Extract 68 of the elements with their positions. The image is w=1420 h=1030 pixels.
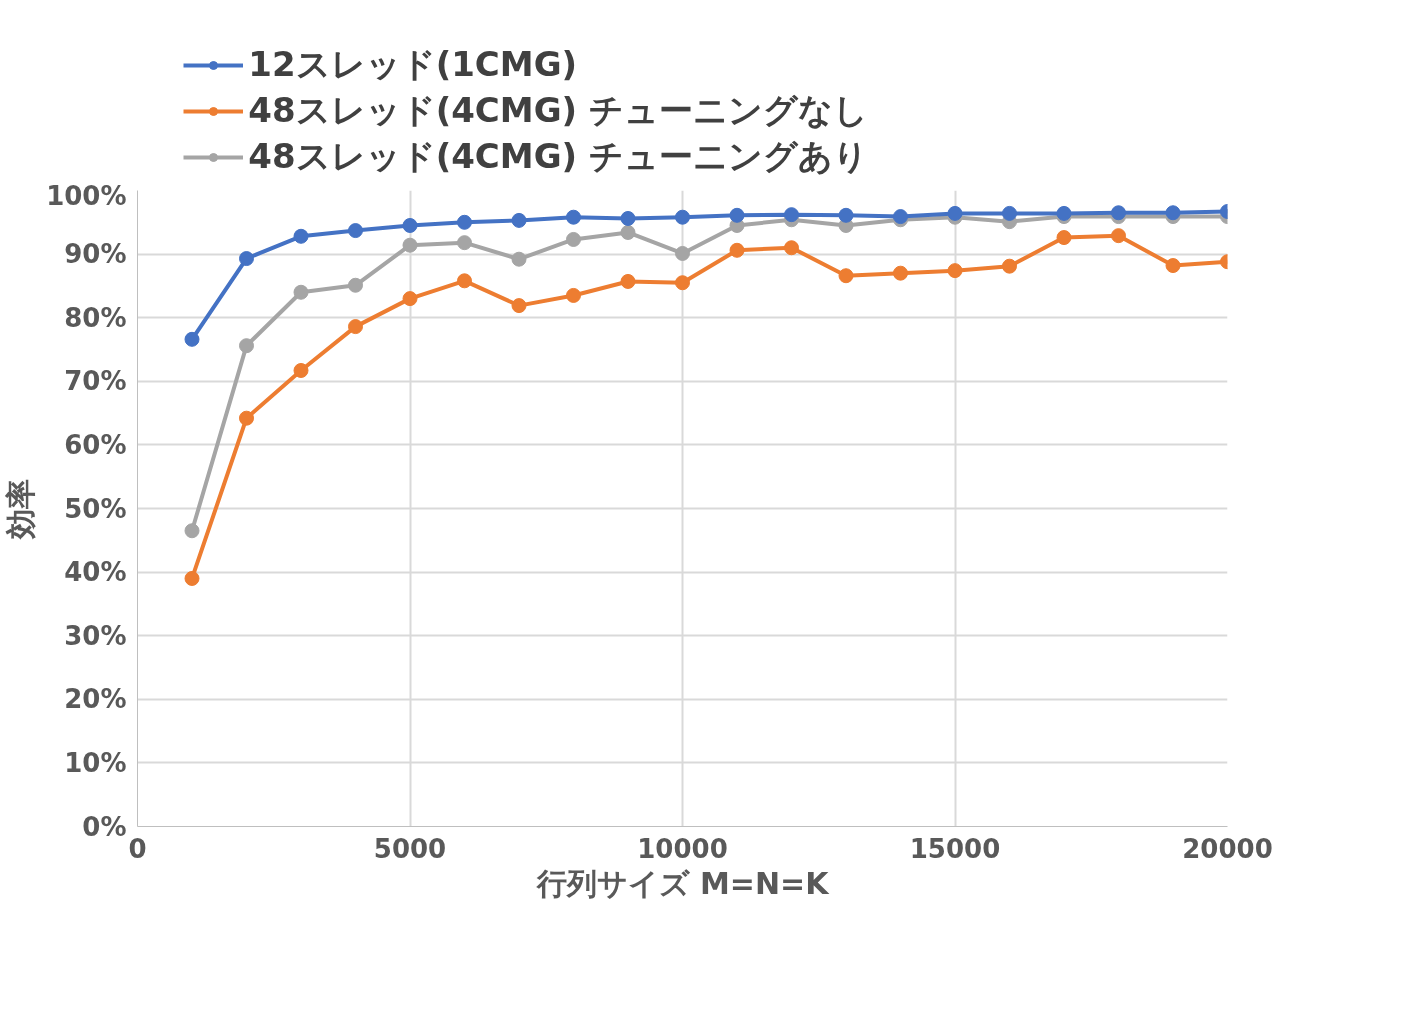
- point: [729, 242, 745, 258]
- point: [729, 207, 745, 223]
- point: [1111, 205, 1126, 221]
- point: [784, 207, 799, 223]
- point: [1002, 258, 1017, 274]
- point: [511, 251, 527, 267]
- point: [675, 209, 690, 225]
- point: [511, 298, 527, 314]
- point: [566, 231, 581, 247]
- point: [893, 265, 908, 281]
- y-tick-label: 90%: [64, 239, 127, 270]
- point: [1056, 230, 1072, 246]
- y-tick-label: 10%: [64, 747, 127, 778]
- point: [566, 287, 581, 303]
- point: [402, 217, 418, 233]
- x-tick-label: 5000: [373, 833, 447, 864]
- point: [947, 205, 963, 221]
- point: [239, 251, 254, 267]
- legend-label: 12スレッド(1CMG): [248, 43, 578, 86]
- point: [184, 331, 200, 347]
- point: [348, 319, 363, 335]
- y-tick-label: 20%: [64, 684, 127, 715]
- point: [457, 214, 472, 230]
- point: [457, 273, 472, 289]
- point: [348, 223, 363, 239]
- legend-label: 48スレッド(4CMG) チューニングあり: [248, 135, 868, 178]
- point: [1056, 205, 1072, 221]
- point: [239, 338, 254, 354]
- y-tick-label: 70%: [64, 366, 127, 397]
- point: [1165, 258, 1181, 274]
- point: [184, 523, 200, 539]
- point: [620, 224, 636, 240]
- y-tick-label: 50%: [64, 493, 127, 524]
- x-axis-title: 行列サイズ M=N=K: [535, 865, 831, 901]
- point: [784, 240, 799, 256]
- point: [293, 363, 309, 378]
- y-tick-label: 60%: [64, 429, 127, 460]
- point: [184, 570, 200, 586]
- y-tick-label: 40%: [64, 557, 127, 588]
- y-tick-label: 0%: [82, 811, 127, 842]
- point: [402, 291, 418, 307]
- y-tick-label: 30%: [64, 620, 127, 651]
- legend-label: 48スレッド(4CMG) チューニングなし: [248, 89, 868, 132]
- point: [402, 237, 418, 253]
- point: [1165, 205, 1181, 221]
- point: [620, 211, 636, 226]
- point: [1111, 228, 1126, 244]
- point: [566, 209, 581, 225]
- point: [675, 245, 690, 261]
- point: [838, 268, 854, 284]
- point: [620, 273, 636, 289]
- y-axis-title: 効率: [3, 478, 39, 540]
- point: [838, 207, 854, 223]
- x-tick-label: 15000: [909, 833, 1001, 864]
- x-tick-label: 10000: [637, 833, 728, 864]
- point: [675, 275, 690, 291]
- point: [293, 284, 309, 300]
- point: [1002, 205, 1017, 221]
- point: [293, 228, 309, 244]
- point: [511, 212, 527, 228]
- point: [348, 277, 363, 293]
- point: [457, 235, 472, 251]
- point: [239, 410, 254, 426]
- point: [947, 263, 963, 279]
- x-tick-label: 20000: [1182, 833, 1273, 864]
- y-tick-label: 80%: [64, 302, 127, 333]
- y-tick-label: 100%: [46, 180, 127, 211]
- x-tick-label: 0: [128, 833, 147, 864]
